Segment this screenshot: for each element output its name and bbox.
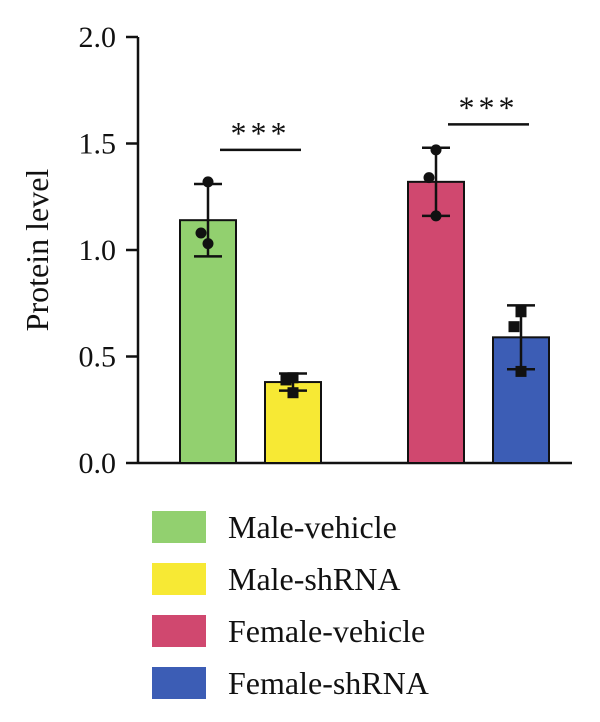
data-point bbox=[195, 227, 207, 239]
data-point bbox=[202, 176, 214, 188]
plot-area: 0.0 0.5 1.0 1.5 2.0 *** *** bbox=[79, 21, 572, 480]
significance-label: *** bbox=[231, 115, 291, 151]
bar bbox=[179, 219, 237, 464]
data-point bbox=[287, 387, 299, 399]
data-point bbox=[430, 144, 442, 156]
significance-label: *** bbox=[459, 89, 519, 125]
y-tick-label: 2.0 bbox=[79, 21, 117, 54]
legend-swatch bbox=[152, 667, 206, 699]
data-point bbox=[423, 172, 435, 184]
y-tick-label: 1.0 bbox=[79, 234, 117, 267]
data-point bbox=[287, 372, 299, 384]
data-point bbox=[430, 210, 442, 222]
data-point bbox=[280, 374, 292, 386]
legend-swatch bbox=[152, 563, 206, 595]
data-point bbox=[515, 306, 527, 318]
data-point bbox=[508, 321, 520, 333]
y-tick-label: 1.5 bbox=[79, 128, 117, 161]
data-point bbox=[202, 238, 214, 250]
legend-label: Female-vehicle bbox=[228, 613, 425, 649]
data-point bbox=[515, 365, 527, 377]
legend-label: Male-vehicle bbox=[228, 509, 397, 545]
bar bbox=[407, 180, 465, 464]
legend-label: Female-shRNA bbox=[228, 665, 429, 701]
legend-swatch bbox=[152, 615, 206, 647]
y-tick-label: 0.0 bbox=[79, 447, 117, 480]
legend-label: Male-shRNA bbox=[228, 561, 400, 597]
y-tick-label: 0.5 bbox=[79, 341, 117, 374]
legend-swatch bbox=[152, 511, 206, 543]
legend: Male-vehicle Male-shRNA Female-vehicle Fema… bbox=[152, 509, 429, 701]
y-axis-label: Protein level bbox=[19, 169, 55, 332]
